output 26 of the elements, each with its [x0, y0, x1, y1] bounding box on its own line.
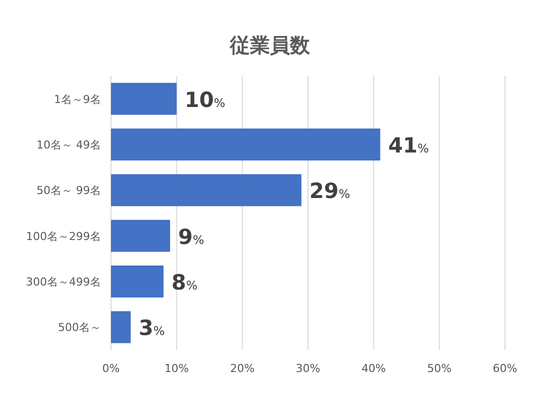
bar [111, 311, 131, 344]
x-tick-label: 40% [361, 362, 386, 375]
data-label: 10% [184, 88, 226, 112]
bar [111, 128, 380, 160]
bar [111, 82, 177, 115]
bar [111, 220, 170, 252]
x-tick-label: 50% [427, 362, 452, 375]
x-tick-label: 20% [230, 362, 255, 375]
bar [111, 174, 302, 206]
y-tick-label: 50名～ 99名 [36, 184, 101, 198]
bar [111, 266, 164, 298]
y-tick-label: 500名～ [58, 321, 101, 334]
data-label: 9% [178, 224, 204, 249]
y-tick-label: 10名～ 49名 [36, 138, 101, 152]
y-tick-label: 1名～9名 [54, 92, 101, 106]
data-label: 8% [172, 270, 198, 294]
x-tick-label: 0% [102, 362, 120, 375]
x-tick-label: 60% [492, 362, 518, 375]
data-label: 41% [388, 134, 429, 158]
x-tick-label: 30% [296, 362, 320, 375]
x-tick-label: 10% [164, 362, 189, 375]
y-tick-label: 300名～499名 [26, 276, 101, 288]
data-label: 3% [138, 316, 165, 340]
chart-title: 従業員数 [229, 33, 311, 57]
y-tick-label: 100名～299名 [26, 230, 101, 243]
data-label: 29% [309, 179, 350, 204]
